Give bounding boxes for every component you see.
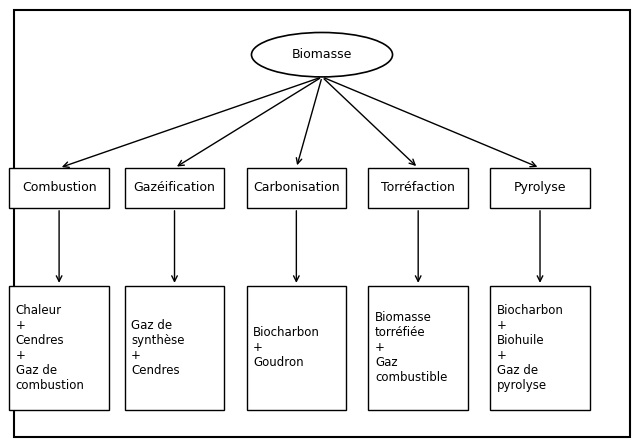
Text: Combustion: Combustion: [22, 181, 97, 194]
Text: Pyrolyse: Pyrolyse: [514, 181, 566, 194]
FancyBboxPatch shape: [490, 286, 590, 410]
Ellipse shape: [251, 33, 393, 77]
Text: Biocharbon
+
Goudron: Biocharbon + Goudron: [253, 326, 320, 369]
FancyBboxPatch shape: [10, 286, 109, 410]
Text: Torréfaction: Torréfaction: [381, 181, 455, 194]
FancyBboxPatch shape: [247, 168, 346, 208]
Text: Gaz de
synthèse
+
Cendres: Gaz de synthèse + Cendres: [131, 319, 185, 377]
FancyBboxPatch shape: [125, 168, 224, 208]
FancyBboxPatch shape: [10, 168, 109, 208]
Text: Biocharbon
+
Biohuile
+
Gaz de
pyrolyse: Biocharbon + Biohuile + Gaz de pyrolyse: [497, 304, 564, 392]
FancyBboxPatch shape: [490, 168, 590, 208]
FancyBboxPatch shape: [368, 168, 468, 208]
Text: Carbonisation: Carbonisation: [253, 181, 339, 194]
Text: Gazéification: Gazéification: [133, 181, 216, 194]
Text: Biomasse
torréfiée
+
Gaz
combustible: Biomasse torréfiée + Gaz combustible: [375, 312, 448, 384]
Text: Chaleur
+
Cendres
+
Gaz de
combustion: Chaleur + Cendres + Gaz de combustion: [16, 304, 85, 392]
FancyBboxPatch shape: [368, 286, 468, 410]
FancyBboxPatch shape: [247, 286, 346, 410]
FancyBboxPatch shape: [125, 286, 224, 410]
Text: Biomasse: Biomasse: [292, 48, 352, 61]
